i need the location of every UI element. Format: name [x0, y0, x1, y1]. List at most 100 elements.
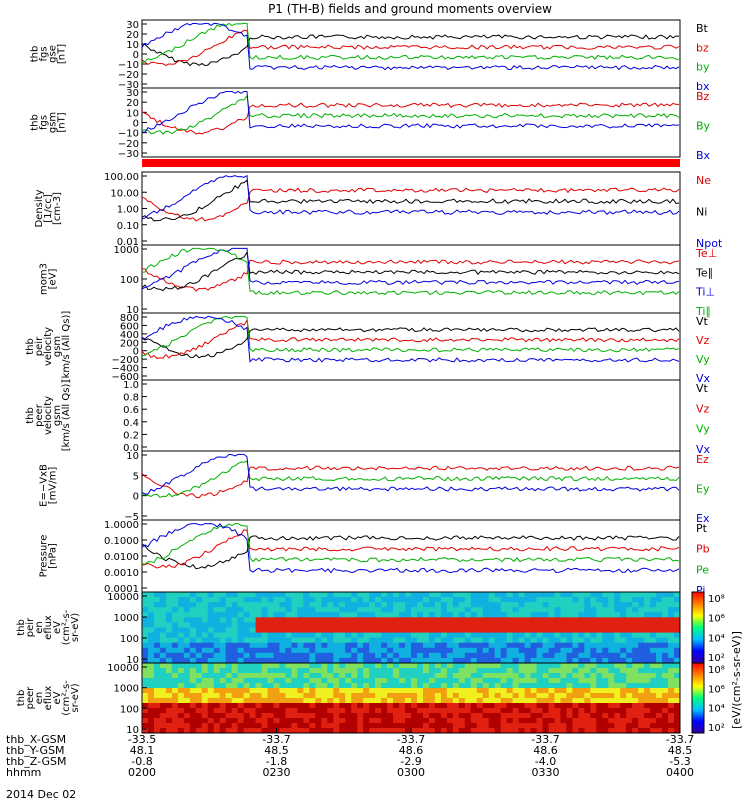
spectrogram-cell	[644, 718, 651, 724]
spectrogram-cell	[351, 622, 358, 628]
spectrogram-cell	[554, 718, 561, 724]
spectrogram-cell	[183, 607, 191, 613]
spectrogram-cell	[614, 718, 621, 724]
spectrogram-cell	[662, 673, 669, 679]
spectrogram-cell	[399, 708, 406, 714]
spectrogram-cell	[249, 597, 257, 603]
spectrogram-cell	[620, 607, 627, 613]
spectrogram-cell	[602, 607, 609, 613]
spectrogram-cell	[255, 698, 263, 704]
spectrogram-cell	[309, 627, 316, 634]
spectrogram-cell	[494, 637, 502, 644]
spectrogram-cell	[279, 637, 286, 644]
spectrogram-cell	[381, 728, 388, 734]
y-tick-label: 0.10	[117, 221, 139, 232]
spectrogram-cell	[339, 668, 346, 674]
spectrogram-cell	[518, 612, 526, 618]
spectrogram-cell	[464, 728, 472, 734]
legend-Vy: Vy	[696, 423, 710, 436]
spectrogram-cell	[428, 728, 436, 734]
spectrogram-cell	[596, 698, 603, 704]
spectrogram-cell	[578, 592, 585, 598]
y-tick-label: 10000	[107, 592, 139, 603]
spectrogram-cell	[303, 673, 310, 679]
spectrogram-cell	[488, 708, 496, 714]
spectrogram-cell	[440, 647, 448, 654]
spectrogram-cell	[321, 683, 328, 689]
spectrogram-cell	[530, 708, 538, 714]
spectrogram-cell	[428, 688, 436, 694]
spectrogram-cell	[602, 602, 609, 608]
spectrogram-cell	[560, 683, 567, 689]
spectrogram-cell	[411, 688, 418, 694]
spectrogram-cell	[411, 693, 418, 699]
spectrogram-cell	[393, 612, 400, 618]
spectrogram-cell	[333, 668, 340, 674]
spectrogram-cell	[518, 698, 526, 704]
spectrogram-cell	[195, 647, 203, 654]
spectrogram-cell	[315, 622, 322, 628]
spectrogram-cell	[416, 647, 424, 654]
y-axis-label-line: [nT]	[57, 44, 68, 64]
spectrogram-cell	[590, 673, 597, 679]
spectrogram-cell	[165, 612, 173, 618]
legend-Vx: Vx	[696, 443, 711, 456]
spectrogram-cell	[506, 718, 514, 724]
spectrogram-cell	[518, 718, 526, 724]
spectrogram-cell	[387, 678, 394, 684]
spectrogram-cell	[195, 637, 203, 644]
spectrogram-cell	[656, 637, 663, 644]
spectrogram-cell	[506, 668, 514, 674]
spectrogram-cell	[369, 647, 376, 654]
spectrogram-cell	[279, 647, 286, 654]
spectrogram-cell	[482, 612, 490, 618]
spectrogram-cell	[405, 607, 412, 613]
spectrogram-cell	[345, 703, 352, 709]
spectrogram-cell	[207, 698, 215, 704]
spectrogram-cell	[279, 657, 286, 664]
y-tick-label: 0	[133, 347, 139, 358]
spectrogram-cell	[381, 617, 388, 623]
spectrogram-cell	[267, 688, 275, 694]
spectrogram-cell	[656, 663, 663, 669]
spectrogram-cell	[291, 678, 298, 684]
spectrogram-cell	[482, 698, 490, 704]
spectrogram-cell	[303, 602, 310, 608]
spectrogram-cell	[375, 627, 382, 634]
spectrogram-cell	[339, 728, 346, 734]
spectrogram-cell	[321, 678, 328, 684]
spectrogram-cell	[315, 723, 322, 729]
colorbar-tick-label: 10⁶	[708, 684, 725, 695]
orbit-value: -33.7	[397, 733, 425, 746]
spectrogram-cell	[530, 663, 538, 669]
spectrogram-cell	[363, 713, 370, 719]
spectrogram-cell	[393, 693, 400, 699]
spectrogram-cell	[560, 713, 567, 719]
spectrogram-cell	[452, 652, 460, 659]
spectrogram-cell	[440, 728, 448, 734]
spectrogram-cell	[452, 668, 460, 674]
spectrogram-cell	[596, 673, 603, 679]
plot-title: P1 (TH-B) fields and ground moments over…	[268, 2, 552, 16]
spectrogram-cell	[237, 718, 245, 724]
spectrogram-cell	[249, 652, 257, 659]
y-tick-label: 100	[120, 704, 139, 715]
spectrogram-cell	[375, 592, 382, 598]
spectrogram-cell	[638, 607, 645, 613]
spectrogram-cell	[608, 693, 615, 699]
y-tick-label: 1.0	[123, 380, 139, 391]
spectrogram-cell	[261, 647, 269, 654]
spectrogram-cell	[464, 632, 472, 639]
spectrogram-cell	[171, 632, 179, 639]
spectrogram-cell	[225, 637, 233, 644]
spectrogram-cell	[506, 728, 514, 734]
y-tick-label: −20	[118, 139, 139, 150]
spectrogram-cell	[369, 688, 376, 694]
spectrogram-cell	[632, 602, 639, 608]
spectrogram-cell	[249, 627, 257, 634]
spectrogram-cell	[548, 617, 555, 623]
spectrogram-cell	[273, 678, 280, 684]
spectrogram-cell	[195, 693, 203, 699]
spectrogram-cell	[327, 642, 334, 649]
spectrogram-cell	[638, 592, 645, 598]
